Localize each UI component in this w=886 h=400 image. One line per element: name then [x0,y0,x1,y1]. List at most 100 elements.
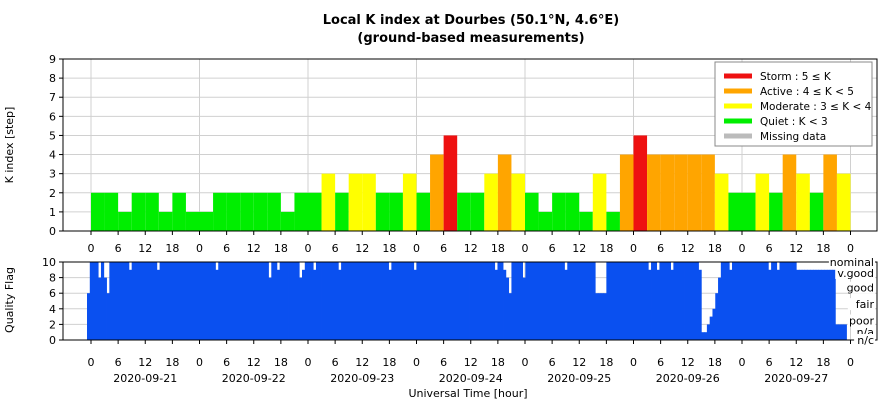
quality-flag-bar [757,262,761,340]
quality-flag-bar [715,293,719,340]
quality-flag-bar [134,262,138,340]
k-y-tick-label: 8 [49,72,56,85]
k-x-tick-label: 18 [274,242,288,255]
k-x-tick-label: 0 [196,242,203,255]
k-index-y-axis-label: K index [step] [3,107,16,184]
quality-flag-bar [332,262,336,340]
k-index-bar [470,192,485,231]
k-index-bar [402,173,417,231]
quality-flag-bar [466,262,470,340]
quality-flag-bar [729,269,733,340]
k-index-bar [836,173,851,231]
quality-flag-bar [536,262,540,340]
q-x-tick-label: 18 [708,356,722,369]
quality-flag-bar [762,262,766,340]
quality-flag-bar [260,262,264,340]
quality-flag-bar [486,262,490,340]
q-x-tick-label: 6 [332,356,339,369]
quality-flag-bar [212,262,216,340]
quality-flag-bar [542,262,546,340]
quality-flag-bar [274,262,278,340]
k-index-bar [769,192,783,231]
quality-flag-bar [257,262,261,340]
quality-flag-bar [416,262,420,340]
quality-flag-bar [609,262,613,340]
quality-flag-bar [449,262,454,340]
quality-flag-bar [100,262,105,340]
quality-flag-bar [748,262,752,340]
k-index-bar [619,154,634,231]
k-index-plot-frame [62,58,878,232]
k-x-tick-label: 6 [549,242,556,255]
k-index-bar [755,173,770,231]
quality-flag-bar [226,262,230,340]
quality-flag-bar [327,262,331,340]
k-x-tick-label: 0 [305,242,312,255]
quality-flag-bar [232,262,236,340]
k-index-bar [823,154,837,231]
quality-flag-bar [670,269,674,340]
quality-flag-bar [215,269,219,340]
quality-flag-bar [299,277,303,340]
quality-flag-bar [745,262,750,340]
quality-flag-bar [279,262,283,340]
k-index-bar [375,192,390,231]
quality-flag-bar [288,262,292,340]
k-x-tick-label: 0 [522,242,529,255]
quality-flag-bar [692,262,697,340]
k-x-tick-label: 12 [681,242,695,255]
q-y-tick-label: 4 [49,303,56,316]
quality-flag-bar [737,262,741,340]
quality-flag-bar [248,262,253,340]
k-x-tick-label: 18 [816,242,830,255]
quality-flag-bar [424,262,429,340]
quality-flag-bar [500,262,504,340]
quality-flag-bar [190,262,194,340]
quality-label: fair [856,298,875,311]
k-x-tick-label: 18 [599,242,613,255]
k-index-bar [226,192,241,231]
k-index-bar [172,192,186,231]
quality-flag-bar [444,262,448,340]
q-y-tick-label: 10 [42,256,56,269]
k-index-bar [199,211,214,231]
quality-flag-bar [229,262,233,340]
quality-flag-bar [491,262,496,340]
quality-flag-bar [109,262,113,340]
quality-flag-bar [463,262,468,340]
k-index-bar [687,154,702,231]
chart-title: Local K index at Dourbes (50.1°N, 4.6°E) [323,13,620,28]
quality-flag-bar [310,262,314,340]
k-x-tick-label: 18 [708,242,722,255]
q-x-tick-label: 0 [196,356,203,369]
quality-flag-bar [665,262,669,340]
quality-flag-bar [799,269,803,340]
quality-flag-bar [176,262,180,340]
quality-flag-bar [787,262,792,340]
k-index-bar [389,192,403,231]
quality-flag-bar [346,262,350,340]
k-index-bar [565,192,580,231]
quality-flag-bar [436,262,440,340]
quality-flag-bar [369,262,373,340]
q-x-tick-label: 6 [223,356,230,369]
quality-flag-bar [653,262,658,340]
quality-flag-bar [804,269,808,340]
q-x-tick-label: 18 [816,356,830,369]
quality-flag-bar [363,262,367,340]
quality-flag-bar [422,262,426,340]
k-index-bar [131,192,146,231]
quality-label: good [847,282,874,295]
x-axis-label: Universal Time [hour] [408,387,527,400]
quality-flag-bar [503,269,507,340]
date-label: 2020-09-24 [439,372,503,385]
quality-flag-bar [765,262,769,340]
k-index-bar [294,192,308,231]
quality-flag-bar [413,269,417,340]
quality-flag-bar [458,262,462,340]
quality-flag-bar [617,262,621,340]
quality-flag-bar [517,262,521,340]
legend-label: Moderate : 3 ≤ K < 4 [760,101,872,113]
quality-flag-bar [162,262,166,340]
